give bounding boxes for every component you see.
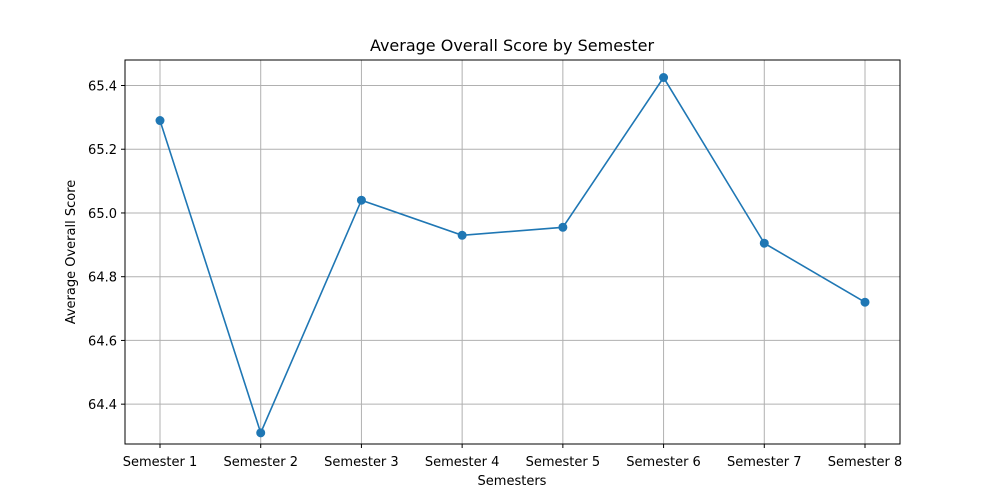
data-point	[860, 297, 870, 307]
y-tick-label: 64.4	[88, 398, 117, 413]
x-tick-label: Semester 4	[425, 455, 500, 470]
data-point	[155, 116, 165, 126]
x-tick-label: Semester 5	[526, 455, 601, 470]
x-tick-label: Semester 2	[223, 455, 298, 470]
y-tick-label: 64.6	[88, 334, 117, 349]
data-point	[759, 238, 769, 248]
plot-area-frame	[124, 59, 901, 445]
y-axis: 64.4 64.6 64.8 65.0 65.2 65.4	[88, 79, 125, 413]
x-tick-label: Semester 3	[324, 455, 399, 470]
grid	[125, 60, 900, 444]
x-tick-label: Semester 6	[626, 455, 701, 470]
x-tick-label: Semester 8	[828, 455, 903, 470]
series-points	[155, 73, 870, 438]
chart-title: Average Overall Score by Semester	[370, 36, 655, 55]
series-line	[159, 76, 866, 436]
y-tick-label: 65.0	[88, 207, 117, 222]
y-axis-label: Average Overall Score	[64, 180, 79, 325]
y-tick-label: 65.4	[88, 79, 117, 94]
y-tick-label: 65.2	[88, 143, 117, 158]
data-point	[356, 195, 366, 205]
x-tick-label: Semester 7	[727, 455, 802, 470]
data-point	[457, 230, 467, 240]
data-point	[256, 428, 266, 438]
data-point	[659, 73, 669, 83]
x-tick-label: Semester 1	[123, 455, 198, 470]
data-point	[558, 222, 568, 232]
y-tick-label: 64.8	[88, 271, 117, 286]
x-axis: Semester 1 Semester 2 Semester 3 Semester 4…	[123, 444, 903, 470]
x-axis-label: Semesters	[478, 474, 547, 489]
